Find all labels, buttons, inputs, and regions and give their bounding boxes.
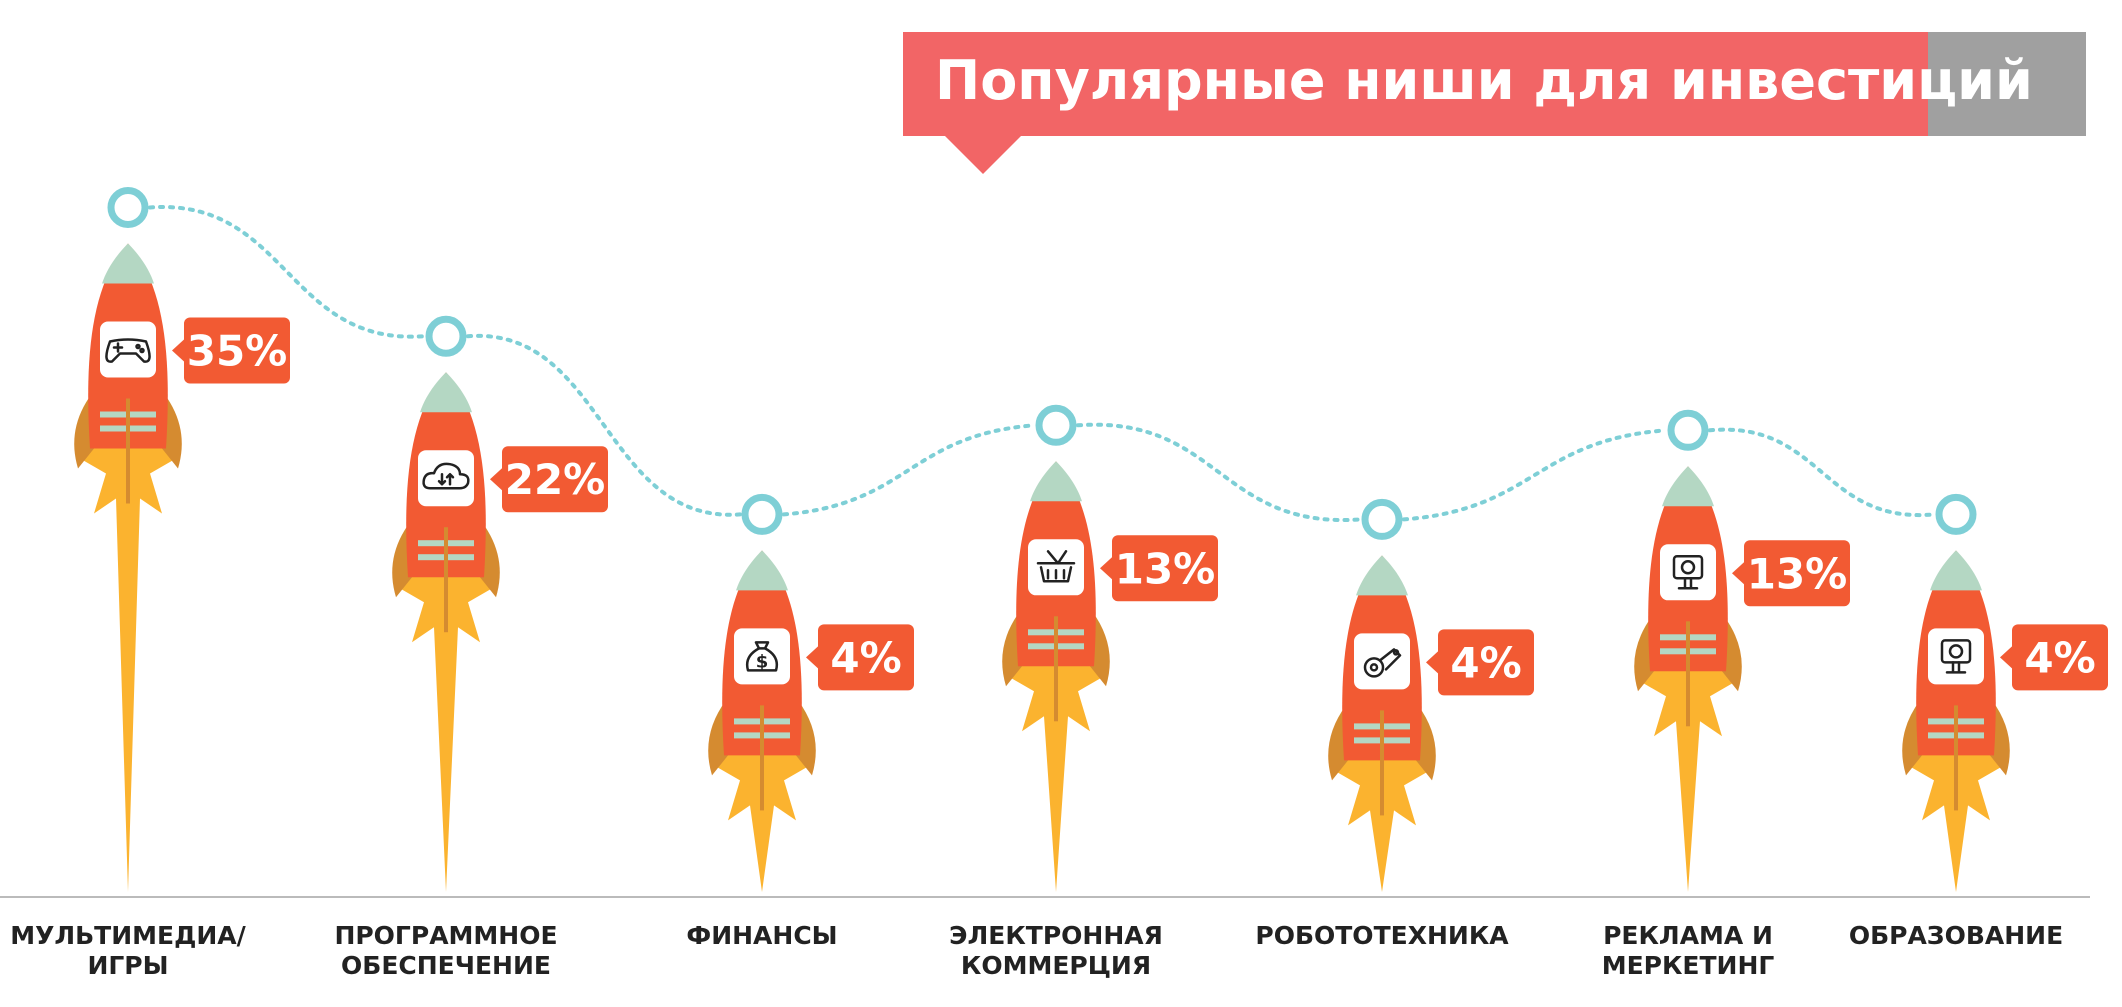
rocket-stick — [1954, 705, 1958, 811]
value-badge-pointer — [2000, 646, 2012, 669]
rocket-nose — [1930, 550, 1982, 591]
title-pointer — [945, 136, 1021, 174]
rocket-flame — [1640, 641, 1736, 892]
value-badge: 13% — [1100, 535, 1218, 602]
rocket-1: 35% — [74, 243, 290, 892]
title-background — [903, 32, 1928, 136]
value-badge-bg — [1438, 629, 1534, 696]
value-badge-pointer — [490, 468, 502, 491]
rocket-nose — [1356, 555, 1408, 596]
value-label: 22% — [505, 455, 606, 504]
value-label: 4% — [1450, 638, 1521, 687]
rocket-stick — [444, 527, 448, 633]
category-label: ОБРАЗОВАНИЕ — [1849, 921, 2063, 950]
rocket-flame — [398, 547, 494, 892]
billboard-icon — [1672, 555, 1704, 590]
billboard-icon — [1940, 639, 1972, 674]
value-badge-bg — [1744, 540, 1850, 607]
value-badge-bg — [818, 624, 914, 691]
rocket-nose — [1662, 466, 1714, 507]
rocket-6: 13% — [1634, 466, 1850, 892]
value-label: 13% — [1115, 544, 1216, 593]
value-badge: 22% — [490, 446, 608, 513]
trend-marker — [1361, 498, 1403, 540]
value-label: 13% — [1747, 549, 1848, 598]
category-label: РЕКЛАМА И МЕРКЕТИНГ — [1602, 921, 1775, 980]
chart-title-banner: Популярные ниши для инвестиций — [903, 32, 2086, 174]
rocket-icon-window — [1028, 539, 1084, 596]
value-label: 35% — [187, 327, 288, 376]
value-badge-bg — [184, 317, 290, 384]
trend-dotted-line — [148, 205, 1936, 522]
rocket-stick — [1054, 616, 1058, 722]
svg-text:$: $ — [756, 651, 769, 672]
value-badge-bg — [502, 446, 608, 513]
rocket-3: $4% — [708, 550, 914, 892]
rocket-flame — [80, 418, 176, 892]
rocket-nose — [420, 372, 472, 413]
category-label: ФИНАНСЫ — [686, 921, 837, 950]
rocket-stick — [126, 398, 130, 504]
rocket-stick — [1380, 710, 1384, 816]
gamepad-icon — [105, 338, 151, 363]
value-badge-pointer — [1100, 557, 1112, 580]
category-label: ЭЛЕКТРОННАЯ КОММЕРЦИЯ — [949, 921, 1163, 980]
value-badge: 4% — [2000, 624, 2108, 691]
value-badge-pointer — [1732, 562, 1744, 585]
category-label: МУЛЬТИМЕДИА/ИГРЫ — [10, 921, 246, 980]
category-label: ПРОГРАММНОЕ ОБЕСПЕЧЕНИЕ — [334, 921, 557, 980]
cloud-sync-icon — [422, 462, 470, 490]
value-badge-pointer — [172, 339, 184, 362]
value-badge: 4% — [806, 624, 914, 691]
title-tab — [1928, 32, 2086, 136]
rocket-icon-window — [100, 321, 156, 378]
value-badge-bg — [1112, 535, 1218, 602]
rocket-4: 13% — [1002, 461, 1218, 892]
value-badge: 13% — [1732, 540, 1850, 607]
trend-marker — [741, 493, 783, 535]
rockets-layer: 35% 22% $ 4% 13% 4% 13% 4% — [74, 187, 2108, 892]
rocket-icon-window — [418, 450, 474, 507]
basket-icon — [1036, 550, 1076, 583]
trend-marker — [1035, 404, 1077, 446]
trend-marker — [107, 187, 149, 228]
rocket-5: 4% — [1328, 555, 1534, 892]
rocket-nose — [736, 550, 788, 591]
trend-marker — [1935, 493, 1977, 535]
rocket-nose — [102, 243, 154, 284]
value-label: 4% — [2024, 633, 2095, 682]
chart-title: Популярные ниши для инвестиций — [935, 49, 2033, 112]
value-badge-bg — [2012, 624, 2108, 691]
rocket-2: 22% — [392, 372, 608, 892]
value-badge: 4% — [1426, 629, 1534, 696]
value-badge-pointer — [806, 646, 818, 669]
value-label: 4% — [830, 633, 901, 682]
rocket-stick — [1686, 621, 1690, 727]
category-labels-layer: МУЛЬТИМЕДИА/ИГРЫ ПРОГРАММНОЕ ОБЕСПЕЧЕНИЕ ФИ… — [10, 921, 2063, 980]
money-bag-icon: $ — [745, 641, 779, 672]
trend-marker — [1667, 409, 1709, 451]
value-badge-pointer — [1426, 651, 1438, 674]
rocket-7: 4% — [1902, 550, 2108, 892]
trend-marker — [425, 315, 467, 357]
category-label: РОБОТОТЕХНИКА — [1255, 921, 1509, 950]
rocket-stick — [760, 705, 764, 811]
value-badge: 35% — [172, 317, 290, 384]
robot-arm-icon — [1363, 648, 1402, 678]
rocket-nose — [1030, 461, 1082, 502]
rocket-flame — [1008, 636, 1104, 892]
